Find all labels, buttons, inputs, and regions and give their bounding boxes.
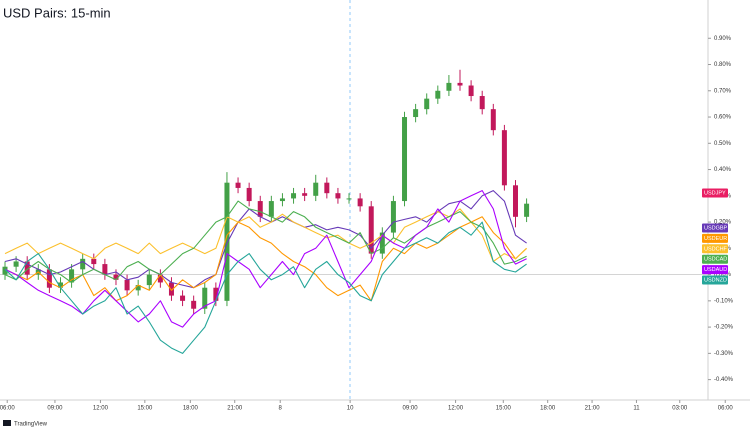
candle-body [46,269,52,288]
logo [3,420,11,426]
candle-body [113,274,119,280]
candle-body [435,90,441,99]
x-tick-label: 21:00 [585,406,601,412]
legend-label: USDEUR [704,236,727,242]
x-tick-label: 21:00 [227,406,243,412]
candle-body [413,109,419,118]
candle-body [13,261,19,267]
candle-body [246,187,252,202]
legend-tag [702,265,728,275]
legend-label: USDNZD [704,277,727,283]
candle-body [57,282,63,288]
legend-tag [702,244,728,254]
candle-body [457,82,463,86]
series-line [4,221,527,354]
candle-body [501,130,507,186]
candle-body [168,282,174,296]
y-tick-label: -0.20% [714,325,734,331]
candle-body [335,193,341,199]
x-tick-label: 18:00 [183,406,199,412]
x-tick-label: 12:00 [448,406,464,412]
candle-body [512,185,518,217]
x-tick-label: 09:00 [47,406,63,412]
legend-label: USDCAD [704,257,727,263]
candle-body [224,182,230,301]
candle-body [346,198,352,200]
candle-body [268,201,274,217]
candle-body [390,201,396,233]
candle-body [424,98,430,110]
x-tick-label: 12:00 [93,406,109,412]
candle-body [2,266,8,275]
x-tick-label: 06:00 [718,406,734,412]
series-line [4,190,527,328]
candle-body [446,82,452,91]
candle-body [379,232,385,254]
chart-title: USD Pairs: 15-min [3,5,111,20]
y-tick-label: 0.40% [714,167,732,173]
candle-body [402,117,408,202]
legend-tag [702,223,728,233]
candle-body [279,198,285,202]
candle-body [102,264,108,275]
candle-body [213,287,219,301]
y-tick-label: 0.00% [714,272,732,278]
candle-body [524,203,530,217]
candle-body [313,182,319,196]
legend-tag [702,188,728,198]
y-tick-label: 0.60% [714,115,732,121]
candle-body [368,206,374,254]
y-tick-label: 0.80% [714,62,732,68]
legend-label: USDJPY [704,190,726,196]
candle-body [24,261,30,275]
y-tick-label: 0.20% [714,220,732,226]
candle-body [157,274,163,283]
candle-body [235,182,241,188]
series-line [4,200,527,284]
y-tick-label: -0.10% [714,298,734,304]
candle-body [80,258,86,270]
candle-body [124,279,130,291]
candle-body [91,258,97,265]
candle-body [202,287,208,309]
candle-body [357,198,363,207]
y-tick-label: 0.90% [714,36,732,42]
candle-body [324,182,330,194]
series-line [4,208,527,263]
candle-body [146,274,152,286]
x-tick-label: 06:00 [0,406,15,412]
candle-body [257,201,263,217]
y-tick-label: -0.30% [714,351,734,357]
legend-tag [702,254,728,264]
legend-label: USDAUD [704,267,727,273]
x-tick-label: 15:00 [496,406,512,412]
x-tick-label: 8 [279,406,283,412]
x-tick-label: 18:00 [540,406,556,412]
legend-tag [702,233,728,243]
x-tick-label: 03:00 [672,406,688,412]
legend-label: USDGBP [704,225,728,231]
y-tick-label: -0.40% [714,377,734,383]
candle-body [479,96,485,110]
candle-body [302,193,308,196]
watermark: TradingView [14,422,48,428]
candle-body [135,285,141,291]
y-tick-label: 0.50% [714,141,732,147]
x-tick-label: 10 [347,406,354,412]
candle-body [291,193,297,199]
candle-body [468,85,474,97]
x-tick-label: 11 [633,406,640,412]
candle-body [191,300,197,309]
legend-tag [702,275,728,285]
candle-body [180,295,186,301]
x-tick-label: 15:00 [137,406,153,412]
y-tick-label: 0.70% [714,88,732,94]
candle-body [490,109,496,131]
candle-body [69,269,75,283]
legend-label: USDCHF [704,246,728,252]
x-tick-label: 09:00 [403,406,419,412]
